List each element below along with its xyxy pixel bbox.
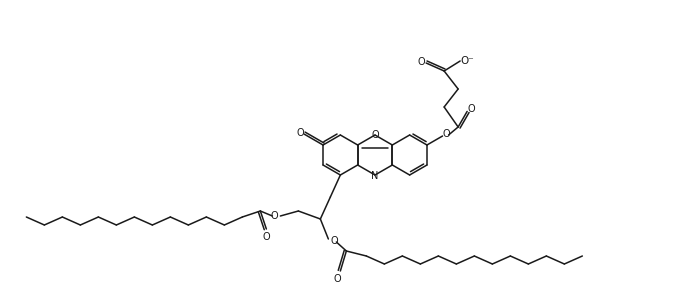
Text: O: O [442,129,451,139]
Text: O: O [296,128,304,138]
Text: N: N [371,171,379,181]
Text: O: O [271,211,278,221]
Text: O: O [467,104,475,114]
Text: O: O [334,274,341,284]
Text: O: O [417,57,425,67]
Text: O⁻: O⁻ [460,56,474,66]
Text: O: O [330,236,338,246]
Text: O: O [262,232,270,242]
Text: O: O [371,130,379,140]
